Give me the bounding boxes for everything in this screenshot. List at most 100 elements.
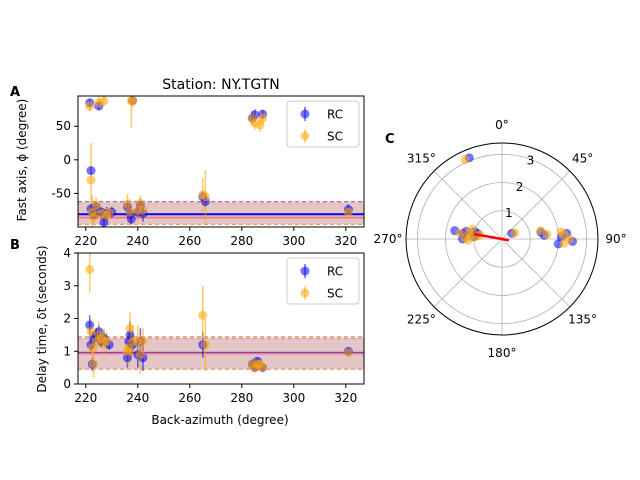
y-tick-label: 2: [63, 312, 71, 326]
x-tick-label: 260: [178, 391, 201, 405]
data-point-sc: [89, 359, 99, 369]
data-point-sc: [343, 207, 353, 217]
x-tick-label: 240: [126, 391, 149, 405]
x-tick-label: 260: [178, 234, 201, 248]
data-point-sc: [99, 96, 109, 106]
theta-tick-label: 45°: [572, 151, 593, 165]
plot-content: [78, 96, 364, 227]
legend-marker-sc: [300, 288, 310, 298]
data-point-sc: [91, 201, 101, 211]
data-point-sc: [343, 348, 353, 358]
legend-label-rc: RC: [327, 108, 343, 122]
mean-vector-tail: [501, 237, 510, 242]
data-point-sc: [128, 96, 138, 106]
x-tick-label: 300: [282, 234, 305, 248]
polar-point-sc: [556, 227, 566, 237]
x-tick-label: 240: [126, 234, 149, 248]
panel-label-a: A: [10, 85, 20, 100]
polar-spoke: [433, 170, 503, 240]
data-point-sc: [138, 205, 148, 215]
r-tick-label: 1: [505, 206, 513, 220]
x-tick-label: 280: [230, 391, 253, 405]
axes-frame: [77, 95, 365, 228]
mean-vector: [473, 232, 503, 241]
legend-marker-rc: [300, 109, 310, 119]
y-axis-label-a: Fast axis, ϕ (degree): [15, 99, 29, 222]
data-point-sc: [258, 113, 268, 123]
panel-c: C 123 0° 45° 90° 135° 180° 225° 270° 315°: [374, 118, 627, 360]
data-point-sc: [124, 343, 134, 353]
data-point-sc: [122, 199, 132, 209]
x-tick-label: 220: [74, 234, 97, 248]
data-point-sc: [198, 310, 208, 320]
plot-content: [78, 253, 364, 378]
y-tick-label: 0: [63, 153, 71, 167]
data-point-rc: [99, 217, 109, 227]
legend-frame: [286, 100, 360, 148]
data-point-sc: [125, 323, 135, 333]
data-point-sc: [89, 212, 99, 222]
theta-tick-label: 315°: [407, 151, 436, 165]
polar-spoke: [501, 238, 571, 308]
data-point-rc: [86, 166, 96, 176]
x-tick-label: 320: [334, 234, 357, 248]
data-point-sc: [200, 192, 210, 202]
polar-point-sc: [467, 224, 477, 234]
data-point-sc: [85, 101, 95, 111]
y-tick-label: 1: [63, 344, 71, 358]
r-tick-label: 3: [527, 154, 535, 168]
panel-label-c: C: [385, 132, 395, 147]
data-point-sc: [138, 336, 148, 346]
data-point-sc: [86, 327, 96, 337]
polar-frame: [405, 142, 599, 336]
y-tick-label: 4: [63, 246, 71, 260]
data-point-sc: [125, 207, 135, 217]
data-point-rc: [122, 353, 132, 363]
polar-point-sc: [510, 228, 520, 238]
y-tick-label: -50: [51, 186, 71, 200]
legend-label-sc: SC: [327, 130, 343, 144]
data-point-sc: [87, 343, 97, 353]
theta-tick-label: 90°: [605, 232, 626, 246]
theta-tick-label: 0°: [495, 118, 509, 132]
legend-label-rc: RC: [327, 265, 343, 279]
polar-spoke: [433, 238, 503, 308]
data-point-sc: [200, 340, 210, 350]
x-tick-label: 300: [282, 391, 305, 405]
legend-marker-sc: [300, 131, 310, 141]
r-tick-label: 2: [516, 180, 524, 194]
std-band: [78, 201, 364, 225]
panel-b: B Delay time, δt (seconds) Back-azimuth …: [10, 238, 365, 427]
theta-tick-label: 180°: [488, 346, 517, 360]
x-axis-label-b: Back-azimuth (degree): [151, 413, 288, 427]
plot-area-b: 0 1 2 3 4 220 240 260 280 300 320 RC SC: [63, 246, 365, 405]
x-tick-label: 220: [74, 391, 97, 405]
plot-area-a: -50 0 50 220 240 260 280 300 320 RC SC: [51, 95, 365, 248]
panel-a: Station: NY.TGTN A Fast axis, ϕ (degree)…: [10, 77, 365, 248]
y-tick-label: 50: [56, 119, 71, 133]
y-tick-label: 0: [63, 377, 71, 391]
polar-point-sc: [460, 155, 470, 165]
y-axis-label-b: Delay time, δt (seconds): [35, 245, 49, 392]
theta-tick-label: 135°: [568, 313, 597, 327]
x-tick-label: 320: [334, 391, 357, 405]
legend: RC SC: [286, 257, 360, 305]
polar-point-sc: [542, 229, 552, 239]
polar-point-sc: [559, 238, 569, 248]
data-point-sc: [135, 350, 145, 360]
legend: RC SC: [286, 100, 360, 148]
polar-ring: [416, 153, 588, 325]
x-tick-label: 280: [230, 234, 253, 248]
theta-tick-label: 270°: [374, 232, 403, 246]
theta-tick-label: 225°: [407, 313, 436, 327]
data-point-sc: [258, 363, 268, 373]
legend-frame: [286, 257, 360, 305]
polar-spoke: [501, 170, 571, 240]
legend-marker-rc: [300, 266, 310, 276]
data-point-sc: [104, 208, 114, 218]
legend-label-sc: SC: [327, 287, 343, 301]
data-point-sc: [86, 175, 96, 185]
chart-title: Station: NY.TGTN: [162, 77, 280, 93]
panel-label-b: B: [10, 238, 20, 253]
